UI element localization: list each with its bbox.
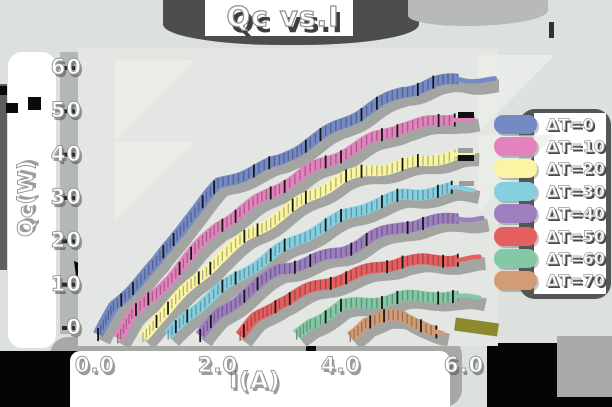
left-edge-black-mark bbox=[28, 97, 41, 110]
legend-swatch-0 bbox=[494, 114, 537, 134]
legend-item-7: ΔT=70 bbox=[494, 270, 605, 292]
legend-swatch-4 bbox=[494, 204, 537, 224]
legend-label-1: ΔT=10 bbox=[546, 137, 606, 157]
legend-item-0: ΔT=0 bbox=[494, 113, 605, 135]
legend-label-3: ΔT=30 bbox=[546, 181, 606, 201]
legend-item-2: ΔT=20 bbox=[494, 158, 605, 180]
y-tick-30: 30 bbox=[50, 185, 82, 210]
legend-item-5: ΔT=50 bbox=[494, 225, 605, 247]
legend: ΔT=0 ΔT=10 ΔT=20 ΔT=30 ΔT=40 ΔT=50 ΔT=60 ΔT=70 bbox=[494, 113, 605, 292]
y-tick-10: 10 bbox=[50, 271, 82, 296]
left-edge-dark-strip bbox=[0, 84, 7, 270]
legend-item-1: ΔT=10 bbox=[494, 135, 605, 157]
x-axis-label: I(A) bbox=[229, 368, 281, 395]
y-tick-0: 0 bbox=[66, 315, 82, 340]
chart-title: Qc vs.I bbox=[226, 0, 340, 34]
top-right-black-tick bbox=[549, 22, 554, 38]
legend-label-7: ΔT=70 bbox=[546, 271, 606, 291]
legend-label-6: ΔT=60 bbox=[546, 249, 606, 269]
left-edge-black-mark bbox=[6, 103, 18, 113]
y-tick-40: 40 bbox=[50, 141, 82, 166]
x-tick-2.0: 2.0 bbox=[197, 353, 239, 378]
legend-item-6: ΔT=60 bbox=[494, 247, 605, 269]
legend-item-4: ΔT=40 bbox=[494, 203, 605, 225]
left-edge-black-mark bbox=[0, 86, 7, 95]
legend-label-2: ΔT=20 bbox=[546, 159, 606, 179]
bottom-right-gray bbox=[557, 336, 612, 398]
y-tick-50: 50 bbox=[50, 98, 82, 123]
y-tick-60: 60 bbox=[50, 55, 82, 80]
legend-swatch-3 bbox=[494, 181, 537, 201]
x-tick-0.0: 0.0 bbox=[74, 353, 116, 378]
bottom-right-black-corner bbox=[556, 397, 612, 407]
x-tick-4.0: 4.0 bbox=[320, 353, 362, 378]
legend-swatch-2 bbox=[494, 159, 537, 179]
bottom-black-right bbox=[487, 343, 557, 407]
legend-swatch-6 bbox=[494, 249, 537, 269]
x-tick-6.0: 6.0 bbox=[443, 353, 485, 378]
legend-swatch-7 bbox=[494, 271, 537, 291]
legend-swatch-1 bbox=[494, 137, 537, 157]
legend-label-0: ΔT=0 bbox=[546, 114, 595, 134]
legend-item-3: ΔT=30 bbox=[494, 180, 605, 202]
legend-label-5: ΔT=50 bbox=[546, 226, 606, 246]
title-paper-box bbox=[205, 0, 353, 36]
xaxis-paper-band bbox=[70, 351, 450, 407]
y-tick-20: 20 bbox=[50, 228, 82, 253]
legend-swatch-5 bbox=[494, 226, 537, 246]
legend-label-4: ΔT=40 bbox=[546, 204, 606, 224]
